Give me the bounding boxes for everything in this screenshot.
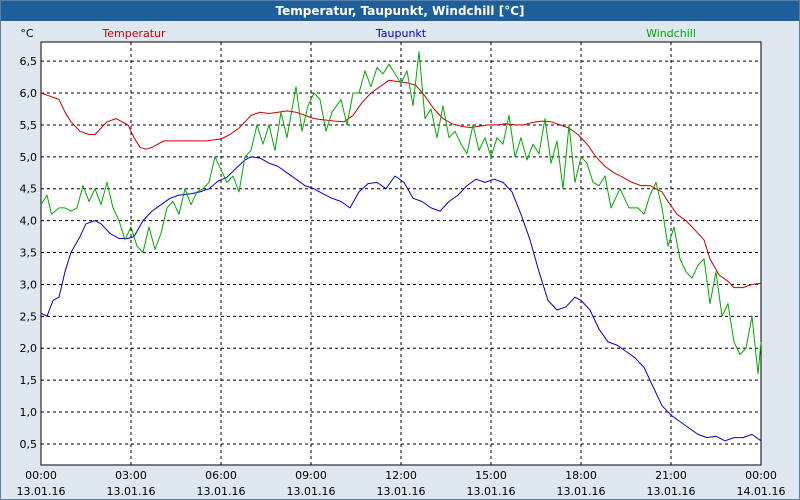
y-tick-label: 6,5 xyxy=(20,55,38,68)
y-tick-label: 5,5 xyxy=(20,119,38,132)
y-axis-unit-label: °C xyxy=(20,27,34,40)
x-tick-date-label: 13.01.16 xyxy=(377,485,426,498)
x-tick-date-label: 13.01.16 xyxy=(197,485,246,498)
x-tick-date-label: 14.01.16 xyxy=(737,485,786,498)
y-tick-label: 6,0 xyxy=(20,87,38,100)
y-tick-label: 1,5 xyxy=(20,374,38,387)
y-tick-label: 2,0 xyxy=(20,342,38,355)
y-tick-label: 5,0 xyxy=(20,151,38,164)
legend-entry-taupunkt: Taupunkt xyxy=(375,27,427,40)
series-line-temperatur xyxy=(40,79,762,289)
series-line-windchill xyxy=(40,51,762,375)
x-tick-time-label: 00:00 xyxy=(745,469,777,482)
x-tick-time-label: 03:00 xyxy=(115,469,147,482)
x-tick-date-label: 13.01.16 xyxy=(467,485,516,498)
line-chart: 0,5 1,0 1,5 2,0 2,5 3,0 3,5 4,0 4,5 5,0 5,5 6,0 6,5 0… xyxy=(17,27,786,498)
x-tick-time-label: 12:00 xyxy=(385,469,417,482)
legend-entry-windchill: Windchill xyxy=(646,27,696,40)
y-tick-label: 1,0 xyxy=(20,406,38,419)
x-tick-date-label: 13.01.16 xyxy=(557,485,606,498)
y-tick-label: 0,5 xyxy=(20,438,38,451)
x-tick-time-label: 18:00 xyxy=(565,469,597,482)
y-tick-label: 2,5 xyxy=(20,310,38,323)
x-tick-time-label: 09:00 xyxy=(295,469,327,482)
window-title: Temperatur, Taupunkt, Windchill [°C] xyxy=(1,1,799,21)
x-tick-time-label: 15:00 xyxy=(475,469,507,482)
y-tick-label: 3,5 xyxy=(20,247,38,260)
series-line-taupunkt xyxy=(40,156,762,442)
x-tick-date-label: 13.01.16 xyxy=(287,485,336,498)
x-tick-time-label: 06:00 xyxy=(205,469,237,482)
x-tick-time-label: 21:00 xyxy=(655,469,687,482)
x-tick-time-label: 00:00 xyxy=(25,469,57,482)
y-tick-label: 4,0 xyxy=(20,215,38,228)
y-tick-label: 3,0 xyxy=(20,278,38,291)
x-tick-date-label: 13.01.16 xyxy=(647,485,696,498)
y-tick-label: 4,5 xyxy=(20,183,38,196)
legend-entry-temperatur: Temperatur xyxy=(101,27,166,40)
x-tick-date-label: 13.01.16 xyxy=(107,485,156,498)
x-tick-date-label: 13.01.16 xyxy=(17,485,66,498)
